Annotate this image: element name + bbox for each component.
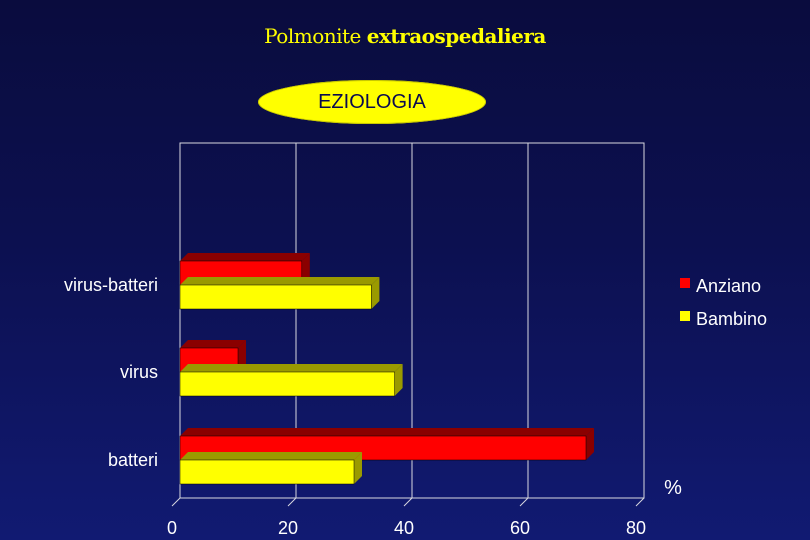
bar-side — [394, 364, 403, 396]
bar-top — [180, 253, 310, 261]
x-tick — [403, 497, 413, 507]
x-tick — [635, 497, 645, 507]
bar-top — [180, 340, 246, 348]
legend-swatch — [680, 311, 690, 321]
title-bold: extraospedaliera — [366, 24, 547, 48]
x-tick — [171, 497, 181, 507]
x-tick-label: 80 — [626, 518, 646, 538]
bar-side — [354, 452, 362, 484]
bar-bambino-virus-batteri — [179, 284, 372, 310]
slide-title: Polmonite extraospedaliera — [0, 24, 810, 48]
legend-label: Anziano — [696, 276, 761, 296]
legend-swatch — [680, 278, 690, 288]
eziologia-badge: EZIOLOGIA — [258, 80, 486, 124]
x-tick-label: 0 — [167, 518, 177, 538]
bar-bambino-virus — [179, 371, 395, 397]
x-tick — [287, 497, 297, 507]
bar-top — [180, 428, 594, 436]
x-tick — [519, 497, 529, 507]
x-tick-label: 40 — [394, 518, 414, 538]
bar-bambino-batteri — [179, 459, 355, 485]
legend-label: Bambino — [696, 309, 767, 329]
category-label: batteri — [108, 450, 158, 470]
bar-side — [371, 277, 380, 309]
x-axis-label: % — [664, 477, 682, 499]
category-label: virus — [120, 362, 158, 382]
bar-top — [180, 364, 403, 372]
bar-side — [586, 428, 594, 460]
x-tick-label: 20 — [278, 518, 298, 538]
bar-top — [180, 452, 362, 460]
category-label: virus-batteri — [64, 275, 158, 295]
title-plain: Polmonite — [264, 24, 361, 48]
badge-text: EZIOLOGIA — [318, 90, 426, 113]
bar-top — [180, 277, 380, 285]
x-tick-label: 60 — [510, 518, 530, 538]
